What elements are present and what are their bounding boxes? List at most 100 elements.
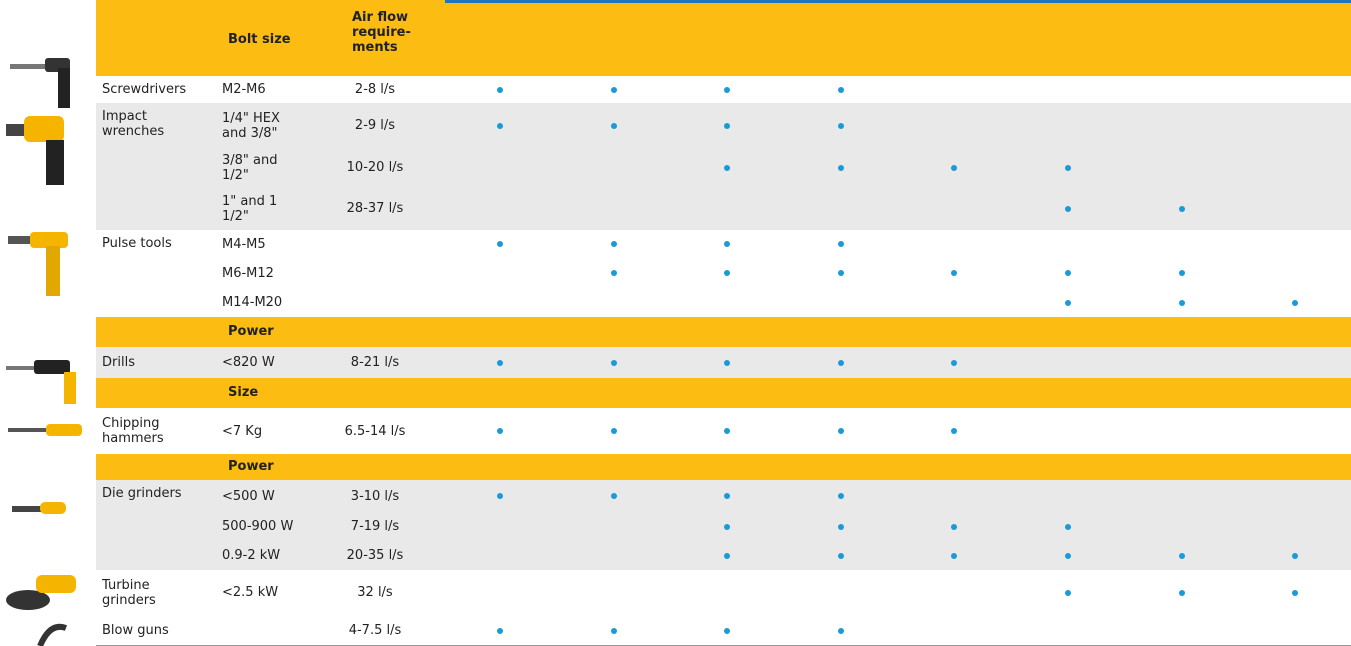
dot [497, 123, 503, 129]
section-label: Power [228, 324, 274, 339]
tool-name: Drills [102, 355, 202, 370]
dot [497, 428, 503, 434]
air-flow: 8-21 l/s [330, 355, 420, 370]
dot [951, 553, 957, 559]
dot [838, 493, 844, 499]
tool-name: Chipping hammers [102, 416, 202, 446]
tool-name: Die grinders [102, 486, 202, 501]
air-flow: 6.5-14 l/s [330, 424, 420, 439]
dot [951, 524, 957, 530]
dot [724, 87, 730, 93]
dot [1179, 300, 1185, 306]
blowgun-icon [40, 627, 66, 646]
dot [497, 241, 503, 247]
air-flow: 7-19 l/s [330, 519, 420, 534]
dot [724, 628, 730, 634]
bolt-size: M4-M5 [222, 237, 304, 252]
dot [497, 360, 503, 366]
dot [1065, 553, 1071, 559]
impact-icon [6, 116, 64, 185]
section-row [96, 317, 1351, 347]
bolt-size: 500-900 W [222, 519, 304, 534]
dot [838, 360, 844, 366]
turbine-icon [6, 575, 76, 610]
dot [838, 270, 844, 276]
air-flow: 10-20 l/s [330, 160, 420, 175]
dot [497, 87, 503, 93]
bolt-size: <820 W [222, 355, 304, 370]
bolt-size: 3/8" and 1/2" [222, 153, 304, 183]
dot [1179, 270, 1185, 276]
dot [724, 165, 730, 171]
dot [838, 241, 844, 247]
dot [838, 553, 844, 559]
header-air-flow: Air flow require- ments [352, 10, 422, 55]
pulse-icon [8, 232, 68, 296]
section-label: Size [228, 385, 258, 400]
tool-icons [0, 0, 96, 646]
bolt-size: M2-M6 [222, 82, 304, 97]
dot [838, 87, 844, 93]
bolt-size: M14-M20 [222, 295, 304, 310]
drill-icon [6, 360, 76, 404]
bolt-size: 1" and 1 1/2" [222, 194, 304, 224]
dot [611, 628, 617, 634]
bolt-size: <500 W [222, 489, 304, 504]
dot [1179, 553, 1185, 559]
dot [724, 360, 730, 366]
tool-name: Blow guns [102, 623, 202, 638]
section-row [96, 454, 1351, 480]
dot [951, 360, 957, 366]
air-flow: 28-37 l/s [330, 201, 420, 216]
dot [838, 165, 844, 171]
dot [1065, 165, 1071, 171]
dot [611, 270, 617, 276]
air-flow: 4-7.5 l/s [330, 623, 420, 638]
dot [497, 628, 503, 634]
dot [838, 123, 844, 129]
air-flow: 3-10 l/s [330, 489, 420, 504]
dot [1065, 590, 1071, 596]
dot [611, 493, 617, 499]
dot [611, 428, 617, 434]
dot [838, 524, 844, 530]
bolt-size: <2.5 kW [222, 585, 304, 600]
section-row [96, 378, 1351, 408]
screwdriver-icon [10, 58, 70, 108]
dot [1065, 206, 1071, 212]
dot [1292, 553, 1298, 559]
dot [1065, 270, 1071, 276]
bolt-size: 1/4" HEX and 3/8" [222, 111, 304, 141]
dot [611, 123, 617, 129]
section-label: Power [228, 459, 274, 474]
header-line: require- [352, 25, 422, 40]
dot [838, 428, 844, 434]
tool-name: Turbine grinders [102, 578, 202, 608]
header-bolt-size: Bolt size [228, 32, 291, 47]
bolt-size: M6-M12 [222, 266, 304, 281]
dot [1292, 590, 1298, 596]
dot [724, 524, 730, 530]
bolt-size: 0.9-2 kW [222, 548, 304, 563]
dot [611, 360, 617, 366]
dot [1065, 300, 1071, 306]
dot [611, 241, 617, 247]
page: Bolt size Air flow require- ments Screwd… [0, 0, 1351, 646]
dot [724, 553, 730, 559]
dot [497, 493, 503, 499]
air-flow: 2-8 l/s [330, 82, 420, 97]
tool-name: Pulse tools [102, 236, 202, 251]
dot [611, 87, 617, 93]
bolt-size: <7 Kg [222, 424, 304, 439]
dot [838, 628, 844, 634]
tool-name: Screwdrivers [102, 82, 202, 97]
dot [951, 165, 957, 171]
dot [1179, 206, 1185, 212]
header-line: ments [352, 40, 422, 55]
dot [724, 123, 730, 129]
dot [1292, 300, 1298, 306]
dot [1065, 524, 1071, 530]
air-flow: 20-35 l/s [330, 548, 420, 563]
air-flow: 32 l/s [330, 585, 420, 600]
hammer-icon [8, 424, 82, 436]
